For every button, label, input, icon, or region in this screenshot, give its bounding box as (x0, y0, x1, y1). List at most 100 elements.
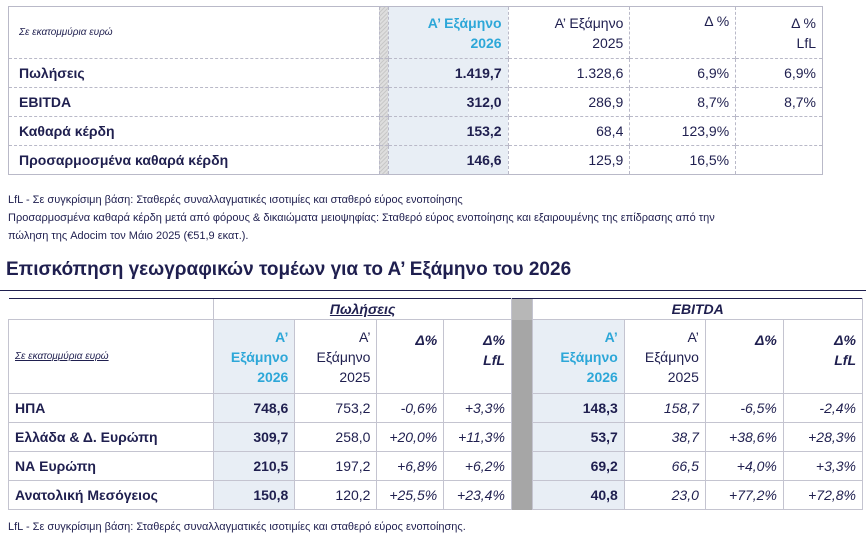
column-separator (378, 58, 389, 88)
header-line: Α’ (359, 328, 371, 345)
header-line: Εξάμηνο (644, 348, 699, 365)
summary-header-row: Σε εκατομμύρια ευρώ Α’ Εξάμηνο 2026 Α’ Ε… (8, 6, 823, 59)
value-lfl: 6,9% (735, 58, 823, 88)
header-delta-text: Δ % (704, 13, 730, 29)
column-separator (511, 393, 533, 423)
segments-table: Πωλήσεις EBITDA Σε εκατομμύρια ευρώ Α’ Ε… (7, 298, 864, 510)
ebitda-delta: +38,6% (704, 422, 784, 452)
group-sales-label: Πωλήσεις (329, 301, 396, 317)
table-row: Καθαρά κέρδη 153,2 68,4 123,9% (8, 116, 823, 146)
header-line: Α’ (604, 328, 618, 345)
ebitda-2025: 23,0 (623, 480, 706, 510)
header-2025-line2: 2025 (592, 34, 624, 51)
row-label: Προσαρμοσμένα καθαρά κέρδη (8, 145, 380, 175)
value-lfl: 8,7% (735, 87, 823, 117)
table-row: Προσαρμοσμένα καθαρά κέρδη 146,6 125,9 1… (8, 145, 823, 175)
ebitda-2025: 66,5 (623, 451, 706, 481)
ebitda-lfl: +72,8% (782, 480, 864, 510)
ebitda-2026: 40,8 (532, 480, 625, 510)
header-line: 2025 (339, 368, 371, 385)
column-separator (511, 451, 533, 481)
row-label: ΝΑ Ευρώπη (7, 451, 215, 481)
unit-label: Σε εκατομμύρια ευρώ (8, 6, 380, 59)
header-line: 2026 (257, 368, 289, 385)
sales-2026: 748,6 (213, 393, 296, 423)
segments-header-row: Σε εκατομμύρια ευρώ Α’ Εξάμηνο 2026 Α’ Ε… (7, 319, 864, 394)
sales-lfl: +6,2% (443, 451, 512, 481)
sales-delta: +6,8% (376, 451, 445, 481)
value-2026: 1.419,7 (387, 58, 509, 88)
ebitda-2026: 69,2 (532, 451, 625, 481)
value-delta: 123,9% (629, 116, 736, 146)
row-label: ΗΠΑ (7, 393, 215, 423)
column-separator (378, 87, 389, 117)
ebitda-lfl: -2,4% (782, 393, 864, 423)
table-row: ΝΑ Ευρώπη 210,5 197,2 +6,8% +6,2% 69,2 6… (7, 451, 864, 481)
value-2026: 153,2 (387, 116, 509, 146)
header-line: 2026 (586, 368, 618, 385)
row-label: EBITDA (8, 87, 380, 117)
sales-header-delta: Δ% (376, 319, 445, 394)
ebitda-lfl: +3,3% (782, 451, 864, 481)
table-row: Πωλήσεις 1.419,7 1.328,6 6,9% 6,9% (8, 58, 823, 88)
ebitda-lfl: +28,3% (782, 422, 864, 452)
ebitda-delta: +77,2% (704, 480, 784, 510)
value-lfl (735, 145, 823, 175)
row-label: Ελλάδα & Δ. Ευρώπη (7, 422, 215, 452)
column-separator (511, 422, 533, 452)
heading-rule (0, 290, 866, 291)
header-line: LfL (483, 352, 505, 368)
sales-2026: 309,7 (213, 422, 296, 452)
header-delta: Δ % (629, 6, 736, 59)
sales-2025: 258,0 (294, 422, 378, 452)
ebitda-delta: -6,5% (704, 393, 784, 423)
ebitda-2026: 148,3 (532, 393, 625, 423)
header-line: Δ% (834, 332, 856, 348)
value-2025: 125,9 (507, 145, 630, 175)
ebitda-2025: 158,7 (623, 393, 706, 423)
row-label: Ανατολική Μεσόγειος (7, 480, 215, 510)
value-2025: 286,9 (507, 87, 630, 117)
sales-2026: 210,5 (213, 451, 296, 481)
ebitda-header-2025: Α’ Εξάμηνο 2025 (623, 319, 706, 394)
sales-header-2025: Α’ Εξάμηνο 2025 (294, 319, 378, 394)
header-lfl: Δ % LfL (735, 6, 823, 59)
table-row: EBITDA 312,0 286,9 8,7% 8,7% (8, 87, 823, 117)
value-lfl (735, 116, 823, 146)
header-line: LfL (834, 352, 856, 368)
sales-lfl: +23,4% (443, 480, 512, 510)
value-2025: 68,4 (507, 116, 630, 146)
row-label: Καθαρά κέρδη (8, 116, 380, 146)
group-ebitda: EBITDA (532, 298, 863, 320)
column-separator (511, 298, 533, 320)
footnote-lfl-bottom: LfL - Σε συγκρίσιμη βάση: Σταθερές συναλ… (8, 521, 466, 533)
header-2026-line2: 2026 (470, 34, 502, 51)
header-line: Εξάμηνο (230, 348, 289, 365)
ebitda-delta: +4,0% (704, 451, 784, 481)
header-line: 2025 (667, 368, 699, 385)
table-row: Ανατολική Μεσόγειος 150,8 120,2 +25,5% +… (7, 480, 864, 510)
sales-lfl: +11,3% (443, 422, 512, 452)
group-header-row: Πωλήσεις EBITDA (8, 298, 863, 320)
sales-lfl: +3,3% (443, 393, 512, 423)
sales-header-lfl: Δ% LfL (443, 319, 512, 394)
table-row: Ελλάδα & Δ. Ευρώπη 309,7 258,0 +20,0% +1… (7, 422, 864, 452)
header-line: Α’ (275, 328, 289, 345)
group-empty (8, 298, 214, 320)
group-sales: Πωλήσεις (213, 298, 512, 320)
value-2026: 146,6 (387, 145, 509, 175)
column-separator (378, 116, 389, 146)
value-delta: 16,5% (629, 145, 736, 175)
sales-2026: 150,8 (213, 480, 296, 510)
header-line: Δ% (483, 332, 505, 348)
footnote-adjusted-cont: πώληση της Adocim τον Μάιο 2025 (€51,9 ε… (8, 230, 249, 242)
summary-table: Σε εκατομμύρια ευρώ Α’ Εξάμηνο 2026 Α’ Ε… (8, 6, 823, 175)
header-2026-line1: Α’ Εξάμηνο (427, 14, 502, 31)
column-separator (378, 6, 389, 59)
section-heading: Επισκόπηση γεωγραφικών τομέων για το Α’ … (6, 259, 572, 280)
table-row: ΗΠΑ 748,6 753,2 -0,6% +3,3% 148,3 158,7 … (7, 393, 864, 423)
header-line: Δ% (415, 332, 438, 348)
column-separator (511, 480, 533, 510)
header-line: Εξάμηνο (560, 348, 618, 365)
sales-header-2026: Α’ Εξάμηνο 2026 (213, 319, 296, 394)
